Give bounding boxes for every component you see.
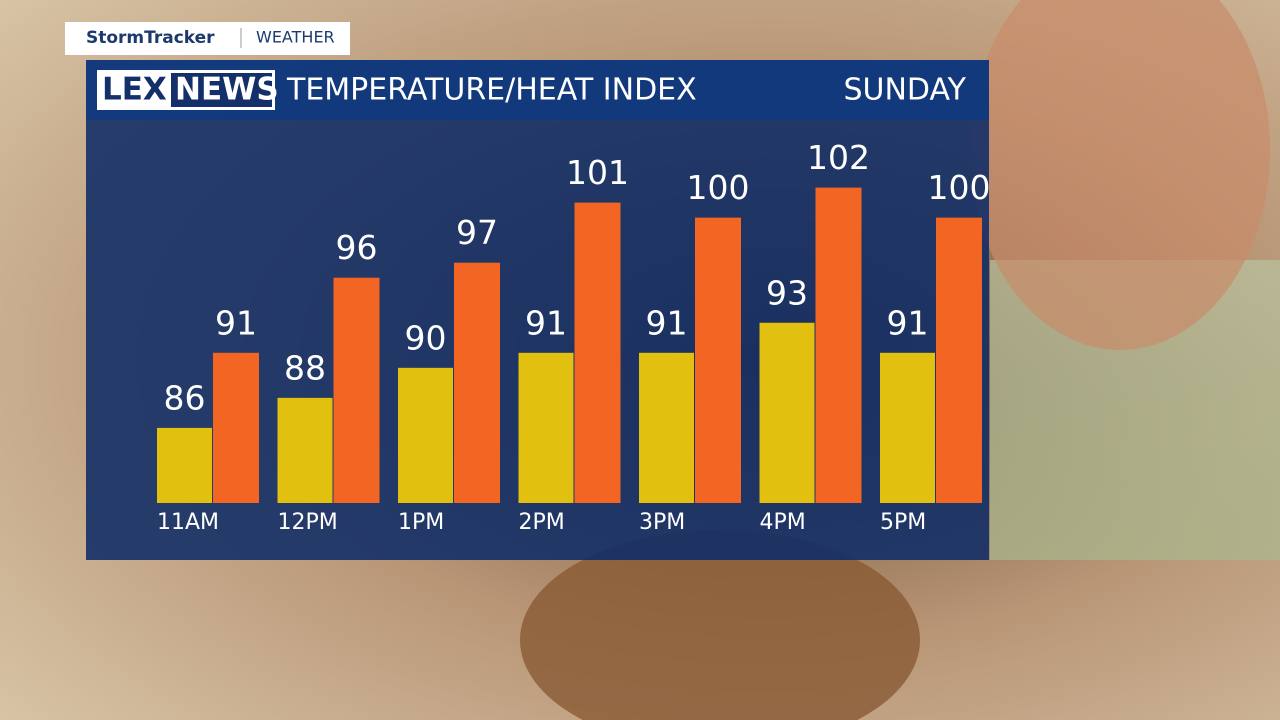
value-label: 93 — [766, 273, 808, 312]
bar — [333, 277, 380, 503]
value-label: 100 — [687, 168, 750, 207]
background-dog — [520, 530, 920, 720]
bar — [277, 397, 333, 503]
x-tick-label: 2PM — [519, 510, 565, 535]
x-tick-label: 5PM — [880, 510, 926, 535]
logo-left: LEX — [102, 72, 167, 108]
background-arm — [970, 0, 1270, 350]
bar — [157, 427, 212, 503]
bar — [880, 352, 935, 503]
value-label: 91 — [887, 303, 929, 342]
chart-title: TEMPERATURE/HEAT INDEX — [286, 73, 697, 108]
section: WEATHER — [256, 28, 335, 47]
bar — [759, 322, 815, 503]
logo-right: NEWS — [175, 72, 279, 108]
bar — [574, 202, 621, 503]
bar — [815, 187, 862, 503]
x-tick-label: 12PM — [278, 510, 338, 535]
value-label: 102 — [807, 138, 870, 177]
value-label: 90 — [405, 318, 447, 357]
x-tick-label: 11AM — [157, 510, 219, 535]
value-label: 96 — [336, 228, 378, 267]
bar — [454, 262, 500, 503]
bar — [695, 217, 741, 504]
value-label: 86 — [164, 378, 206, 417]
value-label: 91 — [215, 303, 257, 342]
brand: StormTracker — [86, 28, 215, 48]
value-label: 100 — [928, 168, 991, 207]
bar — [213, 352, 259, 503]
bar — [639, 352, 694, 503]
value-label: 97 — [456, 213, 498, 252]
value-label: 88 — [284, 348, 326, 387]
bar — [398, 367, 453, 503]
value-label: 91 — [646, 303, 688, 342]
bar — [936, 217, 982, 504]
x-tick-label: 4PM — [760, 510, 806, 535]
value-label: 91 — [525, 303, 567, 342]
x-tick-label: 3PM — [639, 510, 685, 535]
chart-subtitle: SUNDAY — [843, 73, 966, 108]
bar — [518, 352, 574, 503]
value-label: 101 — [566, 153, 629, 192]
x-tick-label: 1PM — [398, 510, 444, 535]
brand-tab — [65, 22, 350, 55]
logo-right-box — [171, 73, 272, 107]
